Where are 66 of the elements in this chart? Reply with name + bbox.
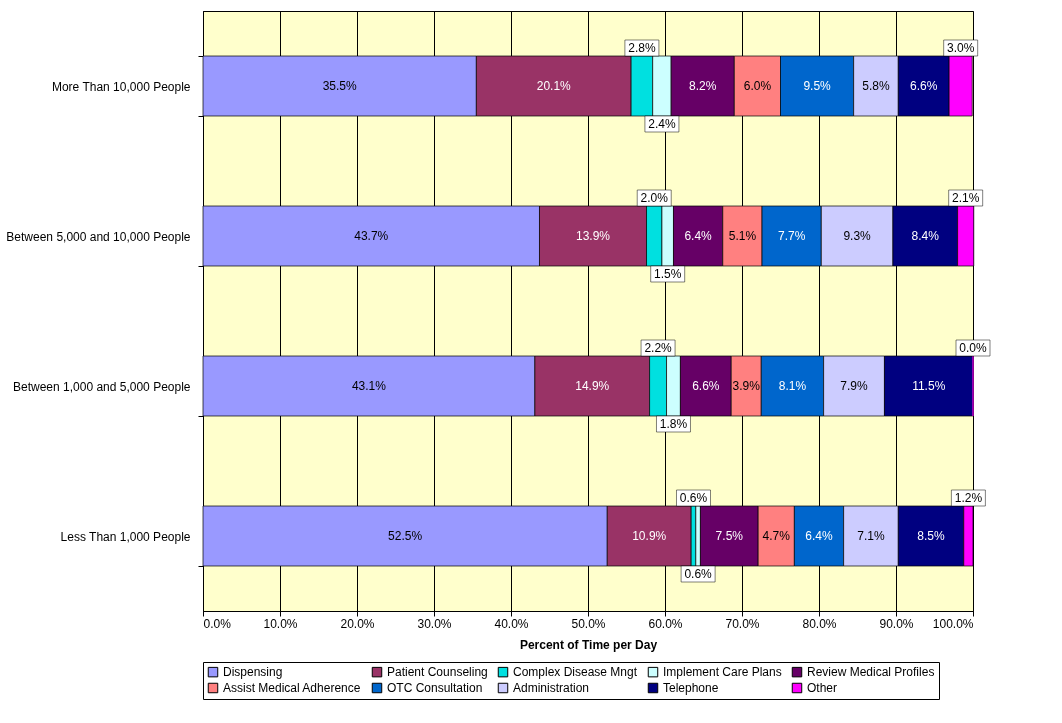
legend-label: Implement Care Plans bbox=[663, 665, 782, 680]
x-axis-title: Percent of Time per Day bbox=[519, 637, 658, 652]
data-label: 6.4% bbox=[805, 529, 833, 543]
legend-label: Assist Medical Adherence bbox=[223, 681, 361, 695]
x-tick-label: 60.0% bbox=[648, 616, 683, 631]
y-tick-label: Less Than 1,000 People bbox=[60, 529, 191, 544]
legend-label: Other bbox=[807, 681, 838, 695]
y-tick-label: Between 1,000 and 5,000 People bbox=[13, 379, 191, 394]
data-label: 5.8% bbox=[862, 79, 890, 93]
x-tick-label: 50.0% bbox=[571, 616, 606, 631]
legend-label: Dispensing bbox=[223, 665, 283, 680]
x-tick-label: 100.0% bbox=[932, 616, 974, 631]
data-label: 7.1% bbox=[857, 529, 885, 543]
data-label: 0.6% bbox=[679, 491, 708, 505]
data-label: 0.0% bbox=[959, 341, 987, 355]
data-label: 1.5% bbox=[654, 267, 682, 281]
x-tick-label: 70.0% bbox=[725, 616, 760, 631]
data-label: 2.4% bbox=[648, 117, 676, 131]
x-tick-label: 0.0% bbox=[203, 616, 232, 631]
data-label: 8.2% bbox=[689, 79, 717, 93]
data-label: 2.0% bbox=[640, 191, 669, 205]
data-label: 1.8% bbox=[659, 417, 688, 431]
legend-label: Telephone bbox=[663, 681, 719, 695]
data-label: 3.9% bbox=[732, 379, 761, 393]
data-label: 10.9% bbox=[632, 529, 667, 543]
x-tick-label: 30.0% bbox=[417, 616, 452, 631]
data-label: 3.0% bbox=[947, 41, 975, 55]
data-label: 20.1% bbox=[536, 79, 572, 93]
data-label: 2.2% bbox=[644, 341, 673, 355]
data-label: 14.9% bbox=[575, 379, 610, 393]
data-label: 8.5% bbox=[917, 529, 946, 543]
data-label: 6.6% bbox=[692, 379, 720, 393]
legend-label: Review Medical Profiles bbox=[807, 665, 935, 680]
data-label: 9.5% bbox=[803, 79, 832, 93]
x-tick-label: 10.0% bbox=[263, 616, 298, 631]
data-label: 7.7% bbox=[777, 229, 806, 243]
x-tick-label: 40.0% bbox=[494, 616, 529, 631]
x-tick-label: 90.0% bbox=[879, 616, 914, 631]
data-label: 6.4% bbox=[684, 229, 713, 243]
x-tick-label: 80.0% bbox=[802, 616, 837, 631]
legend-label: Patient Counseling bbox=[387, 665, 488, 680]
data-label: 9.3% bbox=[843, 229, 872, 243]
data-label: 43.7% bbox=[354, 229, 389, 243]
data-label: 7.5% bbox=[715, 529, 744, 543]
legend-label: OTC Consultation bbox=[387, 681, 483, 695]
data-label: 5.1% bbox=[728, 229, 757, 243]
data-label: 8.1% bbox=[778, 379, 807, 393]
data-label: 6.0% bbox=[743, 79, 772, 93]
data-label: 2.1% bbox=[952, 191, 980, 205]
data-label: 43.1% bbox=[351, 379, 387, 393]
x-tick-label: 20.0% bbox=[340, 616, 375, 631]
data-label: 1.2% bbox=[954, 491, 983, 505]
legend-label: Complex Disease Mngt bbox=[513, 665, 638, 680]
y-tick-label: More Than 10,000 People bbox=[51, 79, 191, 94]
data-label: 4.7% bbox=[762, 529, 791, 543]
data-label: 2.8% bbox=[628, 41, 656, 55]
data-label: 6.6% bbox=[910, 79, 938, 93]
data-label: 7.9% bbox=[840, 379, 869, 393]
legend-label: Administration bbox=[513, 681, 590, 695]
data-label: 8.4% bbox=[911, 229, 940, 243]
data-label: 11.5% bbox=[912, 379, 946, 393]
y-tick-label: Between 5,000 and 10,000 People bbox=[6, 229, 191, 244]
data-label: 35.5% bbox=[322, 79, 358, 93]
data-label: 0.6% bbox=[684, 567, 713, 581]
data-label: 52.5% bbox=[388, 529, 423, 543]
data-label: 13.9% bbox=[575, 229, 611, 243]
